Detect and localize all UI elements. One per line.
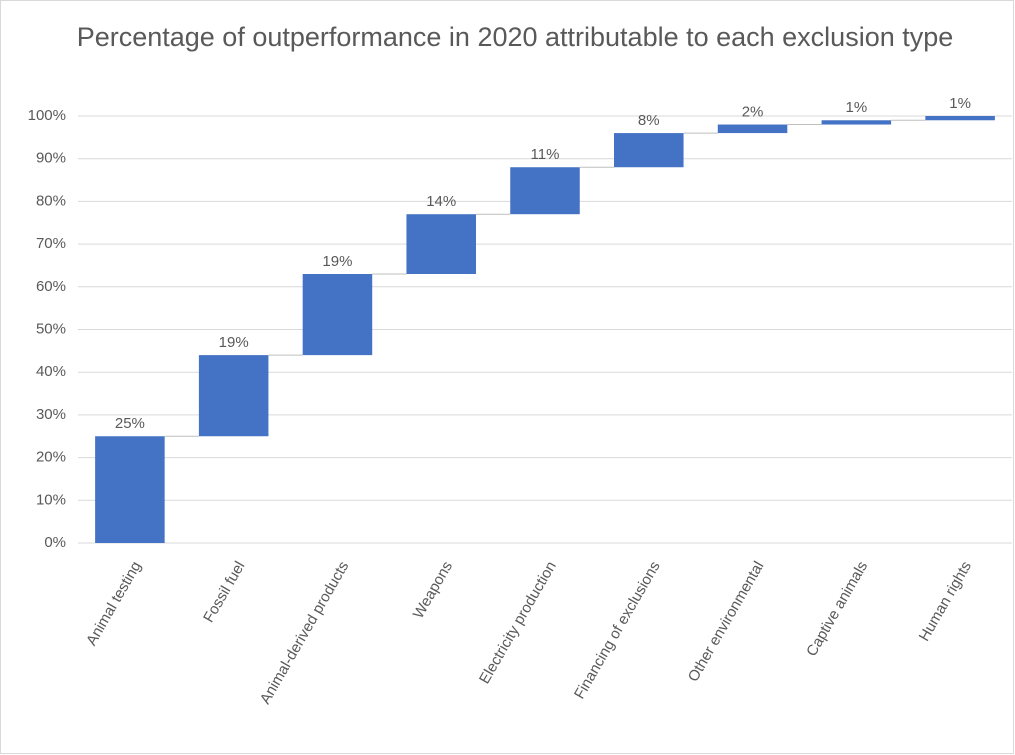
- x-tick-label: Animal-derived products: [257, 558, 353, 707]
- y-tick-label: 70%: [36, 235, 66, 252]
- y-tick-label: 100%: [28, 107, 66, 124]
- x-tick-label: Electricity production: [476, 558, 560, 686]
- x-tick-label: Animal testing: [83, 558, 145, 648]
- data-label: 19%: [322, 253, 352, 270]
- data-label: 25%: [115, 415, 145, 432]
- y-tick-label: 80%: [36, 192, 66, 209]
- data-label: 1%: [949, 95, 971, 112]
- y-tick-label: 90%: [36, 150, 66, 167]
- y-tick-label: 10%: [36, 491, 66, 508]
- bar: [302, 273, 373, 356]
- x-tick-label: Fossil fuel: [200, 558, 248, 625]
- bar: [406, 214, 476, 274]
- data-label: 19%: [219, 334, 249, 351]
- y-tick-label: 40%: [36, 363, 66, 380]
- data-label: 11%: [531, 146, 560, 163]
- chart-title: Percentage of outperformance in 2020 att…: [76, 22, 954, 52]
- y-tick-label: 20%: [36, 449, 66, 466]
- bar: [198, 355, 269, 437]
- bar: [821, 120, 892, 125]
- bar: [925, 116, 995, 121]
- data-label: 2%: [742, 104, 764, 121]
- y-tick-label: 0%: [44, 534, 66, 551]
- bar: [95, 436, 165, 543]
- x-tick-label: Financing of exclusions: [571, 558, 664, 702]
- bar: [717, 124, 788, 134]
- data-label: 8%: [638, 112, 660, 129]
- y-tick-label: 50%: [36, 320, 66, 337]
- x-tick-label: Human rights: [916, 558, 975, 644]
- data-label: 14%: [426, 193, 456, 210]
- bar: [510, 167, 580, 215]
- x-tick-label: Other environmental: [685, 558, 768, 684]
- bar: [614, 133, 684, 168]
- y-tick-label: 60%: [36, 278, 66, 295]
- x-tick-label: Weapons: [410, 558, 456, 621]
- y-tick-label: 30%: [36, 406, 66, 423]
- x-tick-label: Captive animals: [803, 558, 871, 659]
- data-label: 1%: [845, 99, 867, 116]
